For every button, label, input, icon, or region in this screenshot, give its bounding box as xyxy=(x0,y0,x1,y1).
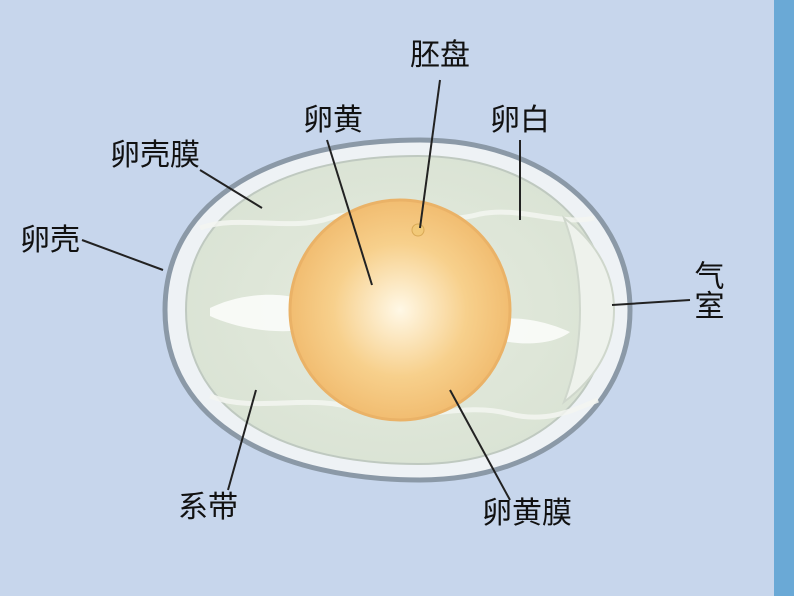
yolk xyxy=(290,200,510,420)
label-albumen: 卵白 xyxy=(490,105,550,137)
label-air_cell: 气室 xyxy=(690,260,722,320)
label-yolk: 卵黄 xyxy=(303,105,363,137)
label-blastodisc: 胚盘 xyxy=(410,40,470,72)
label-shell_membrane: 卵壳膜 xyxy=(110,140,200,172)
blastodisc xyxy=(412,224,424,236)
label-shell: 卵壳 xyxy=(20,225,80,257)
right-edge-band xyxy=(774,0,794,596)
label-chalaza: 系带 xyxy=(178,492,238,524)
label-yolk_membrane: 卵黄膜 xyxy=(482,498,572,530)
egg-diagram: 胚盘卵黄 卵白卵壳膜卵壳气室系带 卵黄膜 xyxy=(0,0,794,596)
diagram-svg xyxy=(0,0,794,596)
